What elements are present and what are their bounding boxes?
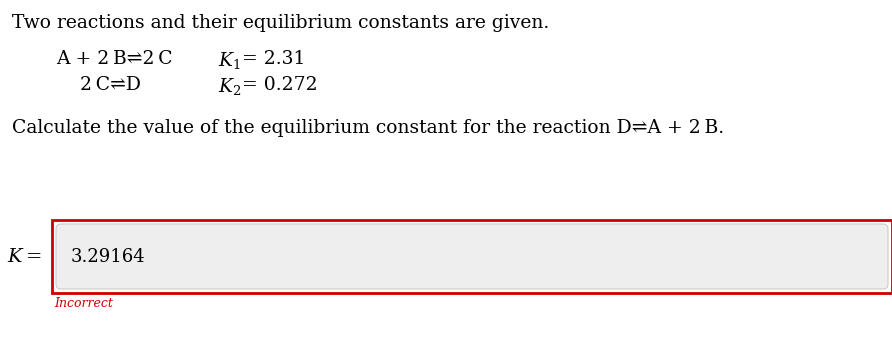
- Text: Calculate the value of the equilibrium constant for the reaction D⇌A + 2 B.: Calculate the value of the equilibrium c…: [12, 119, 724, 137]
- Text: A + 2 B⇌2 C: A + 2 B⇌2 C: [56, 50, 173, 68]
- Text: $K=$: $K=$: [7, 247, 42, 266]
- Text: = 2.31: = 2.31: [242, 50, 305, 68]
- Text: 3.29164: 3.29164: [71, 248, 145, 265]
- Text: $K_1$: $K_1$: [218, 50, 241, 71]
- Text: $K_2$: $K_2$: [218, 76, 242, 97]
- Text: Incorrect: Incorrect: [54, 297, 113, 310]
- Text: 2 C⇌D: 2 C⇌D: [80, 76, 141, 94]
- Bar: [52, 220, 892, 293]
- Text: = 0.272: = 0.272: [242, 76, 318, 94]
- Text: Two reactions and their equilibrium constants are given.: Two reactions and their equilibrium cons…: [12, 14, 549, 32]
- FancyBboxPatch shape: [56, 224, 888, 289]
